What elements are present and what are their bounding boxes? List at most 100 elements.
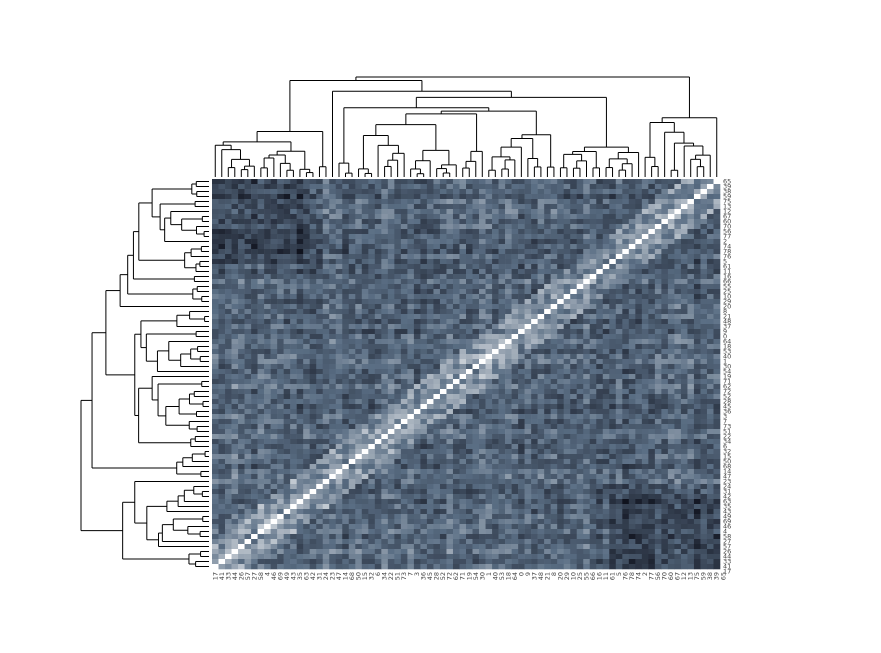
heatmap-cell xyxy=(420,279,428,285)
heatmap-cell xyxy=(394,269,402,275)
heatmap-cell xyxy=(576,444,584,450)
heatmap-cell xyxy=(609,309,617,315)
heatmap-cell xyxy=(570,334,578,340)
heatmap-cell xyxy=(439,394,447,400)
heatmap-cell xyxy=(492,194,499,200)
heatmap-cell xyxy=(433,339,441,345)
heatmap-cell xyxy=(348,359,356,365)
heatmap-cell xyxy=(218,479,226,485)
heatmap-cell xyxy=(251,199,258,205)
heatmap-cell xyxy=(713,314,721,320)
heatmap-cell xyxy=(628,494,636,500)
heatmap-cell xyxy=(420,364,428,370)
heatmap-cell xyxy=(296,399,304,405)
heatmap-cell xyxy=(563,384,571,390)
heatmap-cell xyxy=(459,304,467,310)
heatmap-cell xyxy=(283,289,291,295)
heatmap-cell xyxy=(537,204,545,210)
heatmap-cell xyxy=(492,269,499,275)
heatmap-cell xyxy=(700,204,708,210)
heatmap-cell xyxy=(452,289,460,295)
heatmap-cell xyxy=(433,419,441,425)
heatmap-cell xyxy=(277,279,284,285)
heatmap-cell xyxy=(524,304,532,310)
heatmap-cell xyxy=(492,184,499,190)
heatmap-cell xyxy=(687,379,695,385)
heatmap-cell xyxy=(413,309,421,315)
heatmap-cell xyxy=(446,419,454,425)
heatmap-cell xyxy=(218,294,226,300)
heatmap-cell xyxy=(225,414,232,420)
heatmap-cell xyxy=(544,284,551,290)
heatmap-cell xyxy=(303,239,310,245)
heatmap-cell xyxy=(394,469,402,475)
heatmap-cell xyxy=(570,284,578,290)
heatmap-cell xyxy=(609,244,617,250)
heatmap-cell xyxy=(218,309,226,315)
heatmap-cell xyxy=(459,474,467,480)
heatmap-cell xyxy=(505,349,512,355)
heatmap-cell xyxy=(355,249,363,255)
heatmap-cell xyxy=(563,229,571,235)
heatmap-cell xyxy=(557,189,564,195)
heatmap-cell xyxy=(387,494,395,500)
heatmap-cell xyxy=(251,319,258,325)
heatmap-cell xyxy=(257,434,265,440)
heatmap-cell xyxy=(518,464,525,470)
heatmap-cell xyxy=(290,464,297,470)
heatmap-cell xyxy=(602,314,610,320)
heatmap-cell xyxy=(661,384,669,390)
heatmap-cell xyxy=(296,479,304,485)
heatmap-cell xyxy=(368,469,376,475)
heatmap-cell xyxy=(283,269,291,275)
heatmap-cell xyxy=(381,414,389,420)
heatmap-cell xyxy=(472,239,480,245)
heatmap-cell xyxy=(537,184,545,190)
heatmap-cell xyxy=(400,209,408,215)
heatmap-cell xyxy=(218,239,226,245)
heatmap-cell xyxy=(296,204,304,210)
heatmap-cell xyxy=(251,349,258,355)
heatmap-cell xyxy=(524,249,532,255)
heatmap-cell xyxy=(361,464,369,470)
heatmap-cell xyxy=(361,214,369,220)
heatmap-cell xyxy=(544,269,551,275)
heatmap-cell xyxy=(472,429,480,435)
heatmap-cell xyxy=(381,464,389,470)
heatmap-cell xyxy=(602,189,610,195)
heatmap-cell xyxy=(361,254,369,260)
heatmap-cell xyxy=(316,204,324,210)
heatmap-cell xyxy=(348,364,356,370)
heatmap-cell xyxy=(459,489,467,495)
heatmap-cell xyxy=(661,289,669,295)
heatmap-cell xyxy=(264,324,271,330)
heatmap-cell xyxy=(531,469,538,475)
heatmap-cell xyxy=(505,309,512,315)
heatmap-cell xyxy=(413,429,421,435)
heatmap-cell xyxy=(537,239,545,245)
heatmap-cell xyxy=(641,454,649,460)
heatmap-cell xyxy=(322,404,330,410)
heatmap-cell xyxy=(277,254,284,260)
heatmap-cell xyxy=(225,334,232,340)
heatmap-cell xyxy=(557,304,564,310)
heatmap-cell xyxy=(706,259,714,265)
heatmap-cell xyxy=(674,404,682,410)
heatmap-cell xyxy=(231,314,239,320)
heatmap-cell xyxy=(524,339,532,345)
heatmap-cell xyxy=(309,234,317,240)
heatmap-cell xyxy=(296,384,304,390)
heatmap-cell xyxy=(218,314,226,320)
heatmap-cell xyxy=(706,229,714,235)
heatmap-cell xyxy=(283,404,291,410)
heatmap-cell xyxy=(498,454,506,460)
heatmap-cell xyxy=(492,279,499,285)
heatmap-cell xyxy=(622,199,630,205)
heatmap-cell xyxy=(615,474,623,480)
heatmap-cell xyxy=(374,399,382,405)
heatmap-cell xyxy=(257,439,265,445)
heatmap-cell xyxy=(524,209,532,215)
heatmap-cell xyxy=(290,309,297,315)
heatmap-cell xyxy=(596,279,604,285)
heatmap-cell xyxy=(609,419,617,425)
